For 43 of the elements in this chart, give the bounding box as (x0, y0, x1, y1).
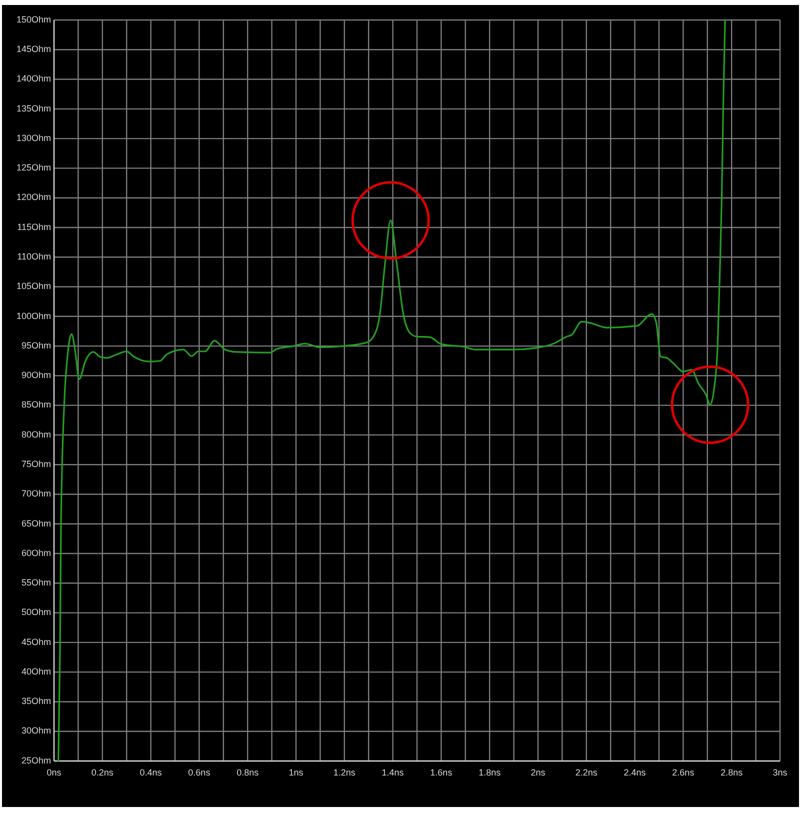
x-tick-label: 1.8ns (478, 767, 502, 778)
y-tick-label: 95Ohm (21, 340, 51, 350)
y-tick-label: 135Ohm (16, 103, 51, 114)
y-tick-label: 125Ohm (16, 162, 51, 173)
y-tick-label: 45Ohm (21, 636, 51, 647)
y-tick-label: 140Ohm (16, 74, 51, 84)
y-tick-label: 130Ohm (16, 132, 51, 143)
y-tick-label: 40Ohm (21, 666, 51, 676)
y-tick-label: 105Ohm (16, 281, 51, 292)
x-tick-label: 0ns (46, 767, 62, 778)
x-tick-label: 2.6ns (672, 767, 695, 778)
x-tick-label: 1.2ns (333, 767, 356, 778)
y-tick-label: 50Ohm (21, 607, 51, 618)
y-tick-label: 80Ohm (21, 429, 51, 440)
x-tick-label: 0.8ns (236, 767, 260, 778)
x-tick-label: 0.2ns (91, 767, 114, 778)
y-tick-label: 30Ohm (21, 726, 51, 736)
line-series (58, 19, 726, 762)
y-tick-label: 90Ohm (21, 370, 51, 380)
y-tick-label: 70Ohm (21, 488, 51, 499)
x-tick-label: 0.6ns (188, 767, 211, 778)
y-tick-label: 65Ohm (21, 518, 51, 528)
x-tick-label: 1ns (288, 767, 304, 778)
y-tick-label: 55Ohm (21, 578, 51, 588)
y-tick-label: 115Ohm (17, 222, 51, 232)
y-tick-label: 60Ohm (21, 548, 51, 558)
y-tick-label: 100Ohm (16, 310, 51, 321)
y-tick-label: 145Ohm (16, 44, 51, 54)
x-tick-label: 0.4ns (140, 767, 162, 778)
y-tick-label: 120Ohm (16, 192, 51, 202)
x-tick-label: 1.6ns (430, 767, 453, 778)
x-tick-label: 2.2ns (575, 767, 598, 778)
x-tick-label: 2ns (530, 767, 546, 778)
x-tick-label: 2.8ns (720, 767, 744, 778)
x-tick-label: 3ns (772, 767, 788, 778)
y-tick-label: 85Ohm (21, 400, 51, 410)
y-tick-label: 150Ohm (16, 14, 51, 24)
x-tick-label: 1.4ns (382, 767, 404, 778)
y-tick-label: 25Ohm (21, 755, 51, 766)
y-tick-label: 75Ohm (21, 458, 51, 469)
y-tick-label: 35Ohm (21, 696, 51, 706)
y-tick-label: 110Ohm (17, 251, 51, 262)
x-tick-label: 2.4ns (624, 767, 646, 778)
